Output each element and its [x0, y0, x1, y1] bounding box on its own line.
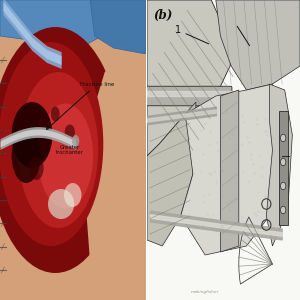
Polygon shape	[266, 84, 292, 246]
Ellipse shape	[280, 158, 286, 166]
Polygon shape	[216, 0, 300, 90]
Ellipse shape	[12, 102, 52, 168]
Ellipse shape	[48, 189, 74, 219]
Polygon shape	[220, 90, 239, 252]
Bar	[279, 111, 288, 225]
Ellipse shape	[0, 27, 121, 273]
Text: makingfisher: makingfisher	[191, 290, 219, 294]
Polygon shape	[0, 255, 146, 300]
Ellipse shape	[72, 135, 79, 147]
Polygon shape	[147, 0, 236, 156]
Polygon shape	[181, 84, 277, 255]
Ellipse shape	[18, 72, 98, 228]
Polygon shape	[147, 102, 196, 246]
Polygon shape	[0, 0, 102, 48]
Ellipse shape	[29, 156, 44, 180]
Ellipse shape	[280, 182, 286, 190]
Text: Greater
trochanter: Greater trochanter	[56, 145, 84, 155]
Text: (b): (b)	[153, 9, 172, 22]
Ellipse shape	[65, 124, 75, 140]
Ellipse shape	[280, 206, 286, 214]
Polygon shape	[84, 54, 146, 276]
Ellipse shape	[38, 103, 93, 208]
Ellipse shape	[51, 106, 60, 122]
Ellipse shape	[0, 42, 103, 246]
FancyBboxPatch shape	[146, 86, 232, 106]
Text: Fracture line: Fracture line	[46, 82, 114, 129]
Ellipse shape	[12, 129, 41, 183]
Ellipse shape	[64, 183, 82, 207]
Ellipse shape	[280, 134, 286, 142]
Text: 1: 1	[175, 25, 209, 44]
Ellipse shape	[38, 117, 50, 135]
Polygon shape	[90, 0, 146, 54]
